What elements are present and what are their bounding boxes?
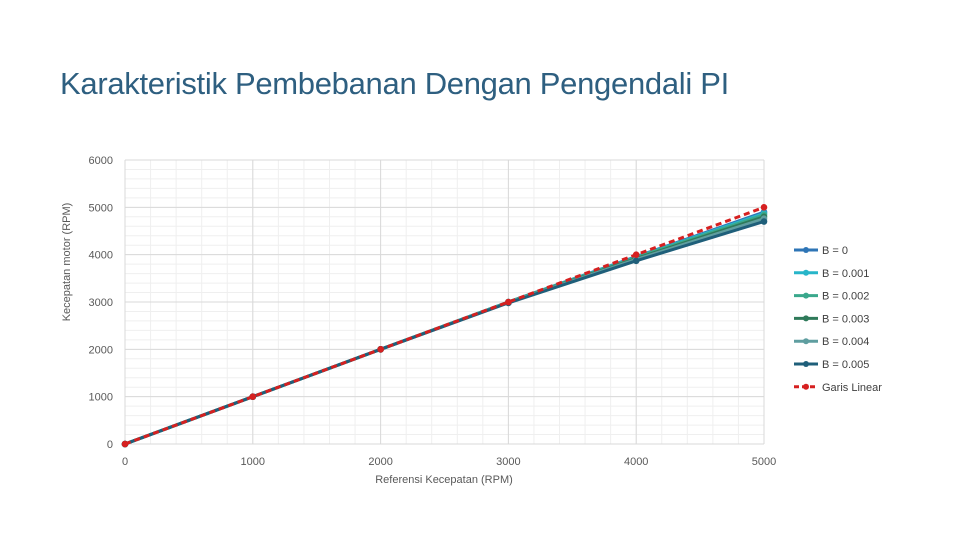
- legend-label: B = 0.002: [822, 291, 869, 303]
- series-7: [121, 204, 768, 448]
- x-tick-label: 1000: [241, 456, 265, 468]
- x-tick-label: 4000: [624, 456, 648, 468]
- data-point: [377, 346, 384, 353]
- legend-item: B = 0.003: [794, 313, 869, 325]
- data-point: [632, 257, 640, 265]
- legend-item: B = 0.001: [794, 268, 869, 280]
- x-tick-label: 0: [122, 456, 128, 468]
- data-point: [121, 440, 129, 448]
- y-axis-label: Kecepatan motor (RPM): [61, 203, 73, 322]
- legend-item: B = 0: [794, 245, 848, 257]
- legend-label: B = 0.005: [822, 359, 869, 371]
- legend-marker: [803, 269, 809, 276]
- legend-label: B = 0: [822, 245, 848, 257]
- legend-label: B = 0.001: [822, 268, 869, 280]
- legend: B = 0 B = 0.001 B = 0.002 B = 0.003 B = 0.00…: [794, 245, 882, 394]
- series-line: [124, 205, 765, 446]
- slide-title: Karakteristik Pembebanan Dengan Pengenda…: [60, 66, 729, 101]
- legend-marker: [803, 383, 809, 390]
- y-tick-label: 0: [107, 439, 113, 451]
- legend-marker: [803, 292, 809, 299]
- data-point: [632, 251, 640, 258]
- x-axis-ticks: 0 1000 2000 3000 4000 5000: [122, 456, 776, 468]
- data-point: [249, 393, 257, 400]
- series-6: [121, 218, 768, 448]
- legend-item: B = 0.005: [794, 359, 869, 371]
- y-axis-ticks: 0 1000 2000 3000 4000 5000 6000: [89, 155, 113, 451]
- legend-marker: [803, 315, 809, 322]
- x-tick-label: 3000: [496, 456, 520, 468]
- y-tick-label: 6000: [89, 155, 113, 167]
- x-tick-label: 2000: [368, 456, 392, 468]
- y-tick-label: 1000: [89, 392, 113, 404]
- series-layer: [121, 204, 768, 448]
- legend-marker: [803, 247, 809, 253]
- data-point: [505, 298, 512, 306]
- legend-item: B = 0.002: [794, 291, 869, 303]
- legend-item: Garis Linear: [794, 382, 882, 394]
- major-gridlines: [124, 159, 765, 445]
- y-tick-label: 5000: [89, 202, 113, 214]
- legend-label: B = 0.003: [822, 313, 869, 325]
- y-tick-label: 3000: [89, 297, 113, 309]
- data-point: [760, 204, 768, 211]
- legend-marker: [803, 361, 809, 367]
- legend-label: B = 0.004: [822, 336, 869, 348]
- legend-marker: [803, 338, 809, 345]
- y-tick-label: 4000: [89, 250, 113, 262]
- legend-item: B = 0.004: [794, 336, 869, 348]
- y-tick-label: 2000: [89, 344, 113, 356]
- data-point: [760, 218, 768, 225]
- x-axis-label: Referensi Kecepatan (RPM): [375, 474, 513, 486]
- x-tick-label: 5000: [752, 456, 776, 468]
- legend-label: Garis Linear: [822, 382, 882, 394]
